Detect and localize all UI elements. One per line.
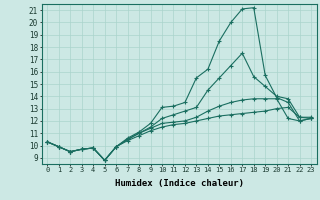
X-axis label: Humidex (Indice chaleur): Humidex (Indice chaleur) <box>115 179 244 188</box>
